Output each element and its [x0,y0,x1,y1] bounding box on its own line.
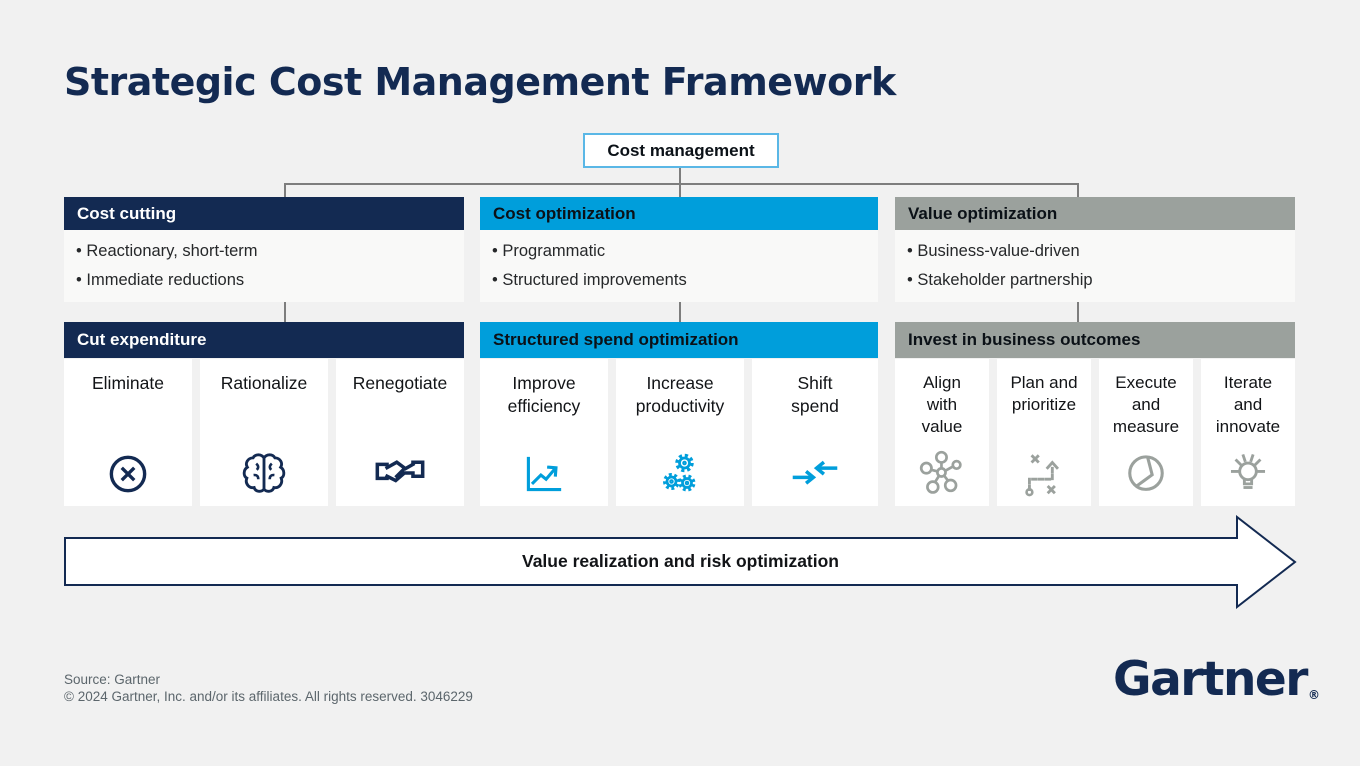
cell-label: Align with value [921,373,963,437]
connector-sub-left [284,302,286,323]
action-cell: Improve efficiency [480,359,608,506]
subheader-structured-spend-optimization: Structured spend optimization [480,322,878,358]
root-node-cost-management: Cost management [583,133,779,168]
gears-icon [663,453,696,492]
page-title: Strategic Cost Management Framework [64,60,896,104]
network-nodes-icon [919,450,962,494]
bullet-item: Programmatic [492,241,878,261]
bullets-cost-cutting: Reactionary, short-term Immediate reduct… [64,230,464,302]
pie-chart-icon [1128,455,1164,491]
strategy-path-icon [1025,454,1060,497]
action-cell: Eliminate [64,359,192,506]
bullet-item: Structured improvements [492,270,878,290]
cell-label: Eliminate [92,373,164,393]
cell-label: Improve efficiency [507,373,581,416]
action-cell: Iterate and innovate [1201,359,1295,506]
bullets-value-optimization: Business-value-driven Stakeholder partne… [895,230,1295,302]
connector-horizontal [284,183,1079,185]
subheader-cut-expenditure: Cut expenditure [64,322,464,358]
cell-label: Shift spend [791,373,839,416]
footer-copyright: © 2024 Gartner, Inc. and/or its affiliat… [64,689,473,704]
action-cell: Align with value [895,359,989,506]
value-realization-arrow [64,515,1297,609]
lightbulb-icon [1230,453,1266,489]
bullet-item: Immediate reductions [76,270,464,290]
subheader-invest-in-business-outcomes: Invest in business outcomes [895,322,1295,358]
gartner-logo-text: Gartner [1113,652,1308,707]
footer-attribution: Source: Gartner © 2024 Gartner, Inc. and… [64,671,473,705]
connector-drop-right [1077,183,1079,198]
connector-drop-mid [679,183,681,198]
connector-sub-mid [679,302,681,323]
brain-icon [242,453,286,493]
bullet-item: Business-value-driven [907,241,1295,261]
cell-label: Rationalize [220,373,308,393]
registered-mark: ® [1307,688,1320,702]
bullets-cost-optimization: Programmatic Structured improvements [480,230,878,302]
bullet-item: Stakeholder partnership [907,270,1295,290]
action-cell: Execute and measure [1099,359,1193,506]
circle-x-icon [109,455,147,493]
action-cell: Plan and prioritize [997,359,1091,506]
arrow-label: Value realization and risk optimization [521,551,840,571]
cell-label: Execute and measure [1112,373,1180,437]
bullet-item: Reactionary, short-term [76,241,464,261]
handshake-icon [375,460,425,483]
cell-label: Plan and prioritize [1010,373,1078,415]
gartner-logo: Gartner® [1113,652,1320,707]
growth-chart-icon [526,456,562,492]
action-cell: Shift spend [752,359,878,506]
header-value-optimization: Value optimization [895,197,1295,230]
header-cost-optimization: Cost optimization [480,197,878,230]
connector-root-stem [679,168,681,184]
action-cell: Rationalize [200,359,328,506]
connector-drop-left [284,183,286,198]
cell-label: Iterate and innovate [1215,373,1281,437]
connector-sub-right [1077,302,1079,323]
action-cell: Increase productivity [616,359,744,506]
header-cost-cutting: Cost cutting [64,197,464,230]
action-cell: Renegotiate [336,359,464,506]
cell-label: Renegotiate [352,373,448,393]
converging-arrows-icon [792,460,838,485]
footer-source: Source: Gartner [64,672,161,687]
cell-label: Increase productivity [635,373,725,416]
